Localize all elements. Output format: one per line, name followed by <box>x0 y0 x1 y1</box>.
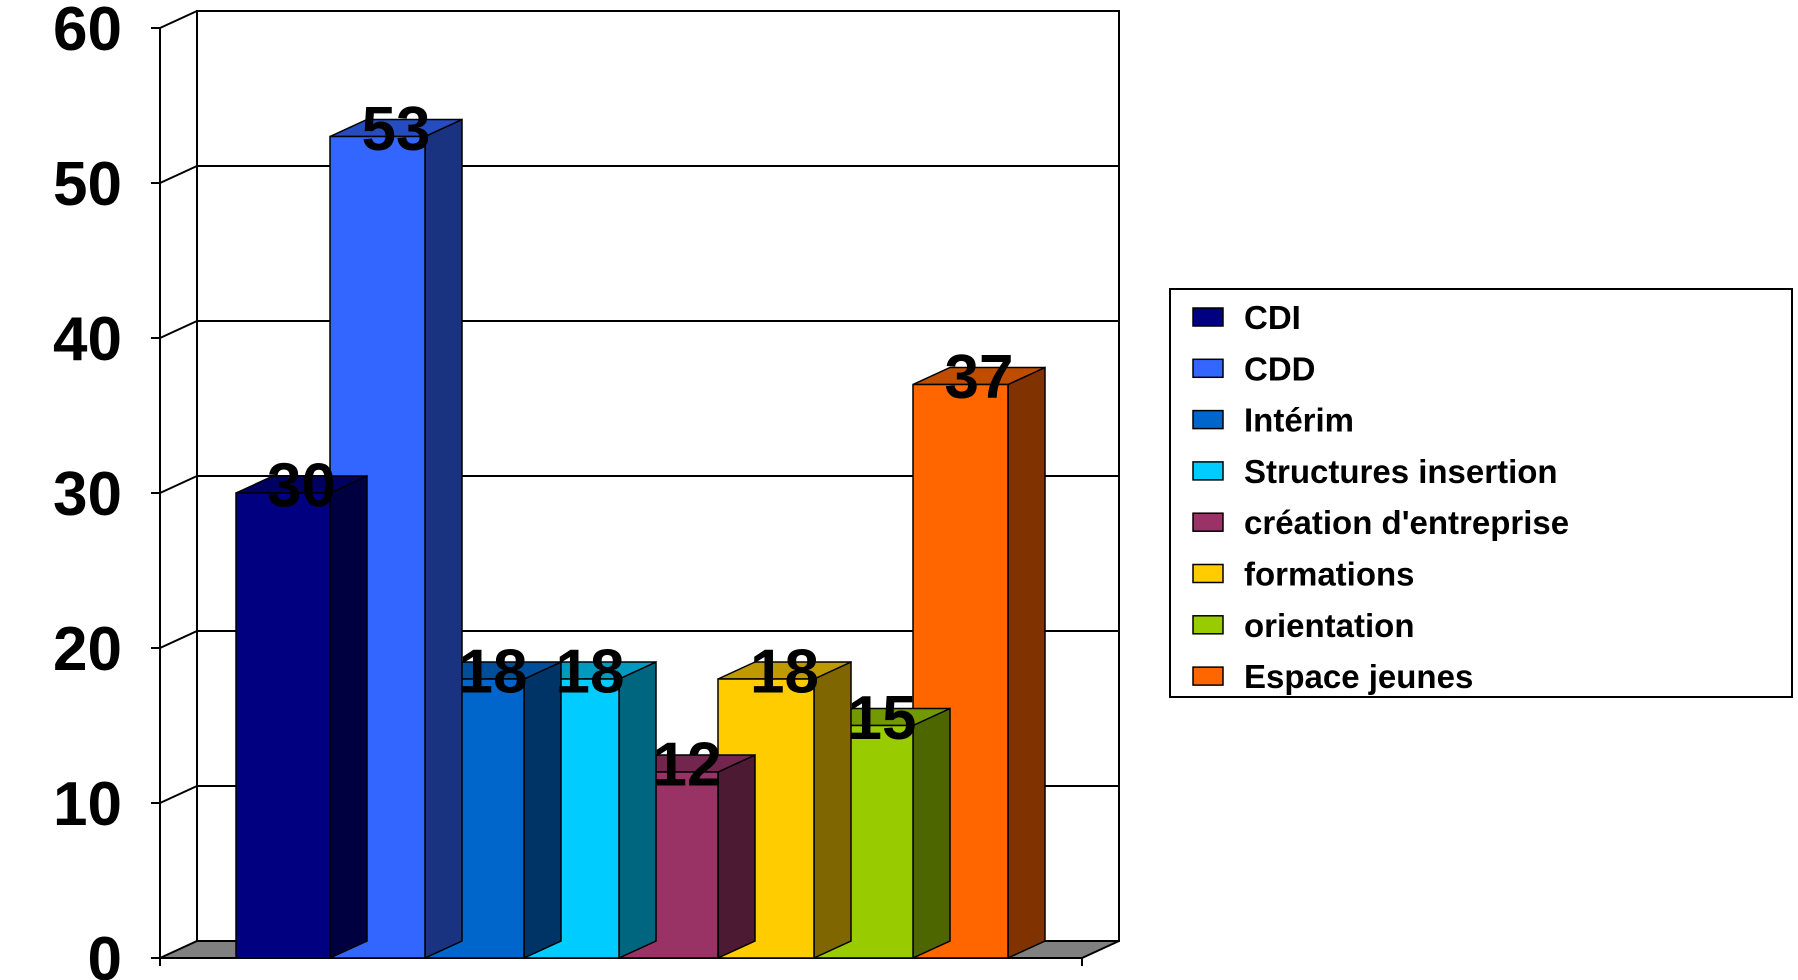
bar-side-3 <box>618 660 657 960</box>
legend-swatch-5 <box>1192 563 1224 584</box>
data-label-4: 12 <box>653 731 722 800</box>
y-tick-label: 0 <box>88 925 122 980</box>
legend-label-5: formations <box>1244 556 1415 593</box>
bar-side-1 <box>424 118 463 960</box>
data-label-2: 18 <box>459 638 528 707</box>
gridline-diagonal <box>159 165 198 184</box>
y-tick-label: 30 <box>53 460 122 529</box>
legend-label-3: Structures insertion <box>1244 453 1558 490</box>
gridline-diagonal <box>159 785 198 804</box>
y-tick-label: 60 <box>53 0 122 64</box>
y-tick-label: 40 <box>53 305 122 374</box>
legend-swatch-0 <box>1192 307 1224 327</box>
bar-side-0 <box>329 474 368 960</box>
bar-side-5 <box>813 660 852 960</box>
data-label-7: 37 <box>945 343 1014 412</box>
gridline-diagonal <box>159 630 198 649</box>
legend-swatch-2 <box>1192 409 1224 430</box>
legend-label-2: Intérim <box>1244 402 1354 439</box>
legend-label-0: CDI <box>1244 299 1301 336</box>
legend-swatch-7 <box>1192 666 1224 686</box>
bar-0 <box>235 492 331 959</box>
y-tick-label: 50 <box>53 150 122 219</box>
y-tick-label: 20 <box>53 615 122 684</box>
bar-side-7 <box>1007 366 1046 960</box>
data-label-1: 53 <box>362 95 431 164</box>
legend-label-4: création d'entreprise <box>1244 504 1569 541</box>
legend-label-6: orientation <box>1244 607 1415 644</box>
legend: CDI CDD Intérim Structures insertion créatio… <box>1169 288 1793 698</box>
legend-swatch-3 <box>1192 461 1224 481</box>
legend-label-7: Espace jeunes <box>1244 658 1473 695</box>
data-label-3: 18 <box>556 638 625 707</box>
gridline-diagonal <box>159 10 198 29</box>
data-label-0: 30 <box>267 452 336 521</box>
legend-box <box>1169 288 1793 698</box>
data-labels: 30 53 18 18 12 18 15 37 <box>267 95 1013 800</box>
legend-swatch-6 <box>1192 615 1224 635</box>
bars <box>235 118 1046 960</box>
y-tick-label: 10 <box>53 770 122 839</box>
bar-side-4 <box>717 753 756 960</box>
legend-swatch-1 <box>1192 358 1224 379</box>
data-label-5: 18 <box>750 638 819 707</box>
y-tick-labels: 0 10 20 30 40 50 60 <box>53 0 122 980</box>
legend-label-1: CDD <box>1244 350 1316 387</box>
gridline-diagonal <box>159 320 198 339</box>
data-label-6: 15 <box>848 684 917 753</box>
gridline-diagonal <box>159 475 198 494</box>
legend-swatch-4 <box>1192 512 1224 532</box>
bar-side-6 <box>912 707 951 960</box>
